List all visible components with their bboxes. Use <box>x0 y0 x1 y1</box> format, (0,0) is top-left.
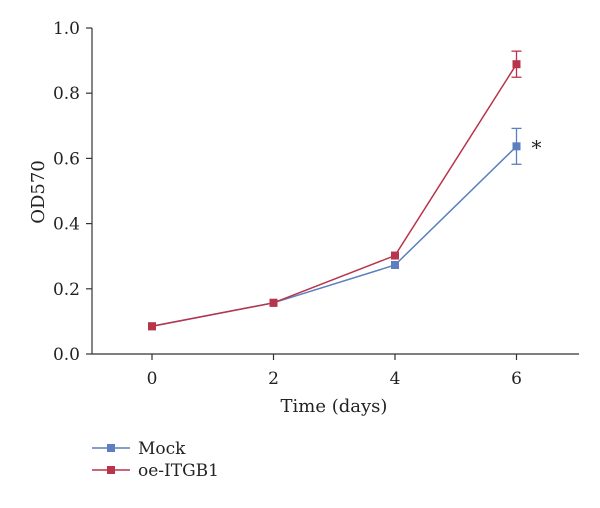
data-point-mock <box>391 261 399 270</box>
y-tick-label: 0.4 <box>53 215 80 235</box>
legend-label: Mock <box>138 439 186 459</box>
data-point-oe-itgb1 <box>512 60 521 69</box>
annotations: * <box>532 135 542 159</box>
legend-label: oe-ITGB1 <box>138 461 219 481</box>
y-tick-label: 0.0 <box>53 345 80 365</box>
data-point-mock <box>512 142 521 151</box>
y-tick-label: 1.0 <box>53 19 80 39</box>
legend-marker <box>107 444 115 452</box>
x-tick-label: 2 <box>268 369 279 389</box>
x-tick-label: 0 <box>147 369 158 389</box>
x-tick-label: 4 <box>390 369 401 389</box>
x-axis-ticks: 0 2 4 6 <box>147 354 522 389</box>
x-axis-title: Time (days) <box>281 396 388 417</box>
y-axis-ticks: 0.0 0.2 0.4 0.6 0.8 1.0 <box>53 19 92 365</box>
series-oe-itgb1 <box>148 50 522 331</box>
y-tick-label: 0.2 <box>53 280 80 300</box>
significance-marker: * <box>532 135 542 159</box>
data-point-oe-itgb1 <box>269 298 278 307</box>
data-series <box>148 50 522 331</box>
series-line-oe-itgb1 <box>151 63 518 328</box>
series-mock <box>148 127 522 331</box>
data-point-oe-itgb1 <box>391 251 399 260</box>
legend-marker <box>107 466 115 474</box>
legend-item-oe-itgb1: oe-ITGB1 <box>92 461 219 481</box>
axes <box>91 28 579 355</box>
data-point-oe-itgb1 <box>148 322 156 331</box>
series-line-mock <box>151 145 518 328</box>
legend-item-mock: Mock <box>92 439 186 459</box>
y-tick-label: 0.8 <box>53 84 80 104</box>
x-tick-label: 6 <box>511 369 522 389</box>
y-axis-title: OD570 <box>28 160 49 224</box>
y-tick-label: 0.6 <box>53 149 80 169</box>
